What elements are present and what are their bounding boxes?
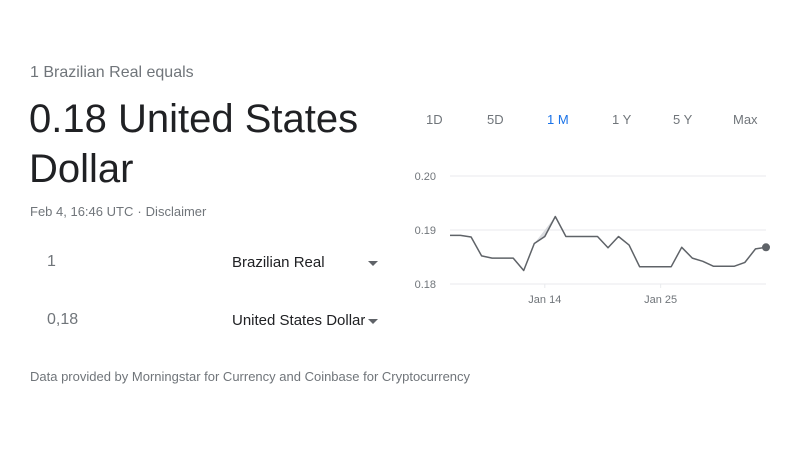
latest-point-marker [762, 243, 770, 252]
from-currency-row: 1 Brazilian Real [30, 244, 382, 284]
to-currency-label: United States Dollar [232, 312, 365, 329]
tab-5d[interactable]: 5D [487, 112, 504, 127]
to-amount-input[interactable]: 0,18 [47, 311, 79, 328]
y-tick-label: 0.18 [415, 279, 436, 291]
x-tick-label: Jan 14 [528, 294, 561, 306]
dropdown-caret-icon [368, 319, 378, 324]
exchange-rate-chart[interactable]: 0.20 0.19 0.18 Jan 14 Jan 25 [400, 160, 780, 315]
from-currency-label: Brazilian Real [232, 254, 325, 271]
to-currency-select[interactable]: United States Dollar [232, 312, 382, 334]
y-tick-label: 0.19 [415, 225, 436, 237]
converted-value-headline: 0.18 United States Dollar [29, 97, 359, 191]
tab-5y[interactable]: 5 Y [673, 112, 693, 127]
tab-1y[interactable]: 1 Y [612, 112, 632, 127]
tab-max[interactable]: Max [733, 112, 758, 127]
time-range-tabs: 1D 5D 1 M 1 Y 5 Y Max [410, 112, 770, 132]
disclaimer-link[interactable]: Disclaimer [145, 204, 207, 219]
timestamp-line: Feb 4, 16:46 UTC · Disclaimer [30, 204, 206, 219]
tab-1d[interactable]: 1D [426, 112, 443, 127]
to-currency-row: 0,18 United States Dollar [30, 302, 382, 342]
from-amount-input[interactable]: 1 [47, 253, 56, 270]
rate-line [450, 215, 767, 272]
tab-1m[interactable]: 1 M [547, 112, 569, 127]
y-tick-label: 0.20 [415, 171, 436, 183]
x-tick-label: Jan 25 [644, 294, 677, 306]
last-updated-time: Feb 4, 16:46 UTC [30, 204, 134, 219]
dropdown-caret-icon [368, 261, 378, 266]
data-attribution: Data provided by Morningstar for Currenc… [30, 369, 471, 384]
separator-dot: · [137, 204, 142, 219]
from-currency-select[interactable]: Brazilian Real [232, 254, 382, 276]
conversion-intro: 1 Brazilian Real equals [30, 64, 194, 81]
